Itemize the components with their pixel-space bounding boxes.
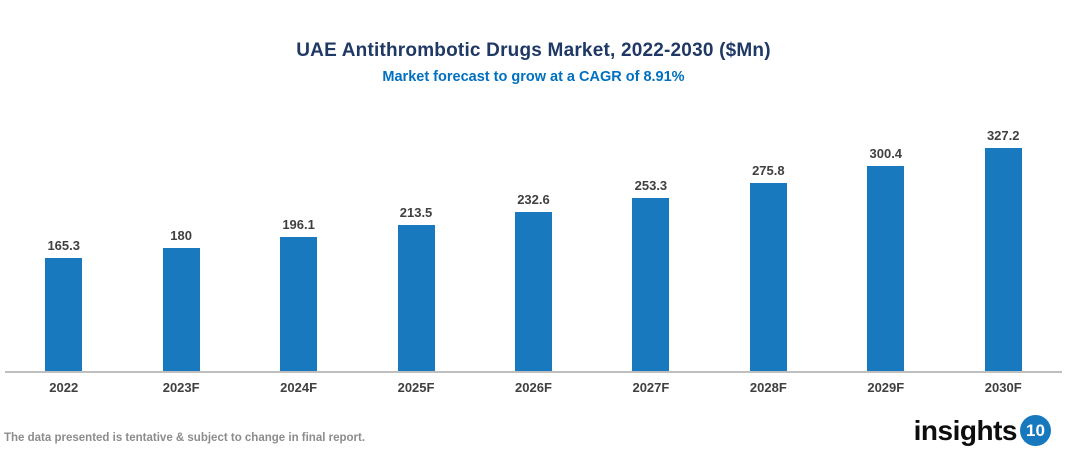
bar-value-label: 165.3 (47, 238, 80, 253)
bar-value-label: 300.4 (869, 146, 903, 161)
bar-value-label: 180 (170, 228, 192, 243)
bar (162, 248, 200, 371)
bar (397, 225, 435, 371)
logo-badge-circle: 10 (1020, 415, 1051, 446)
x-axis-label: 2029F (867, 380, 905, 395)
x-axis-label: 2025F (397, 380, 435, 395)
bar-value-label: 327.2 (986, 128, 1020, 143)
bar-value-label: 253.3 (634, 178, 668, 193)
bar-value-label: 232.6 (517, 192, 550, 207)
bar-group: 275.8 (710, 163, 827, 371)
bar-group: 165.3 (5, 238, 122, 371)
insights10-logo: insights 10 (914, 415, 1051, 446)
x-axis-label: 2023F (162, 380, 200, 395)
x-axis-label: 2026F (515, 380, 552, 395)
bar-group: 232.6 (475, 192, 592, 371)
chart-title: UAE Antithrombotic Drugs Market, 2022-20… (296, 40, 771, 61)
x-axis-label: 2022 (49, 380, 79, 395)
bar-group: 327.2 (945, 128, 1062, 371)
bar-value-label: 275.8 (752, 163, 785, 178)
bar (749, 183, 787, 371)
chart-subtitle: Market forecast to grow at a CAGR of 8.9… (382, 69, 685, 85)
bar-group: 300.4 (827, 146, 944, 371)
bar (514, 212, 552, 371)
bar-value-label: 213.5 (399, 205, 433, 220)
bar-group: 253.3 (592, 178, 709, 371)
plot-area: 165.3 180 196.1 213.5 232.6 253.3 275.8 300.4 32… (5, 118, 1062, 373)
bar (45, 258, 83, 371)
x-axis-label: 2030F (984, 380, 1022, 395)
logo-wordmark: insights (913, 414, 1018, 446)
bar (984, 148, 1022, 371)
bar-chart: 165.3 180 196.1 213.5 232.6 253.3 275.8 300.4 32… (5, 118, 1062, 395)
bar-group: 213.5 (357, 205, 474, 371)
bar (632, 198, 670, 371)
x-axis-label: 2027F (632, 380, 670, 395)
disclaimer-text: The data presented is tentative & subjec… (4, 432, 366, 444)
bar-value-label: 196.1 (282, 217, 315, 232)
bar (867, 166, 905, 371)
x-axis-labels: 2022 2023F 2024F 2025F 2026F 2027F 2028F 2029F 2… (5, 373, 1062, 395)
bar (280, 237, 318, 371)
x-axis-label: 2024F (280, 380, 318, 395)
x-axis-label: 2028F (749, 380, 787, 395)
bar-group: 180 (122, 228, 239, 371)
bar-group: 196.1 (240, 217, 357, 371)
